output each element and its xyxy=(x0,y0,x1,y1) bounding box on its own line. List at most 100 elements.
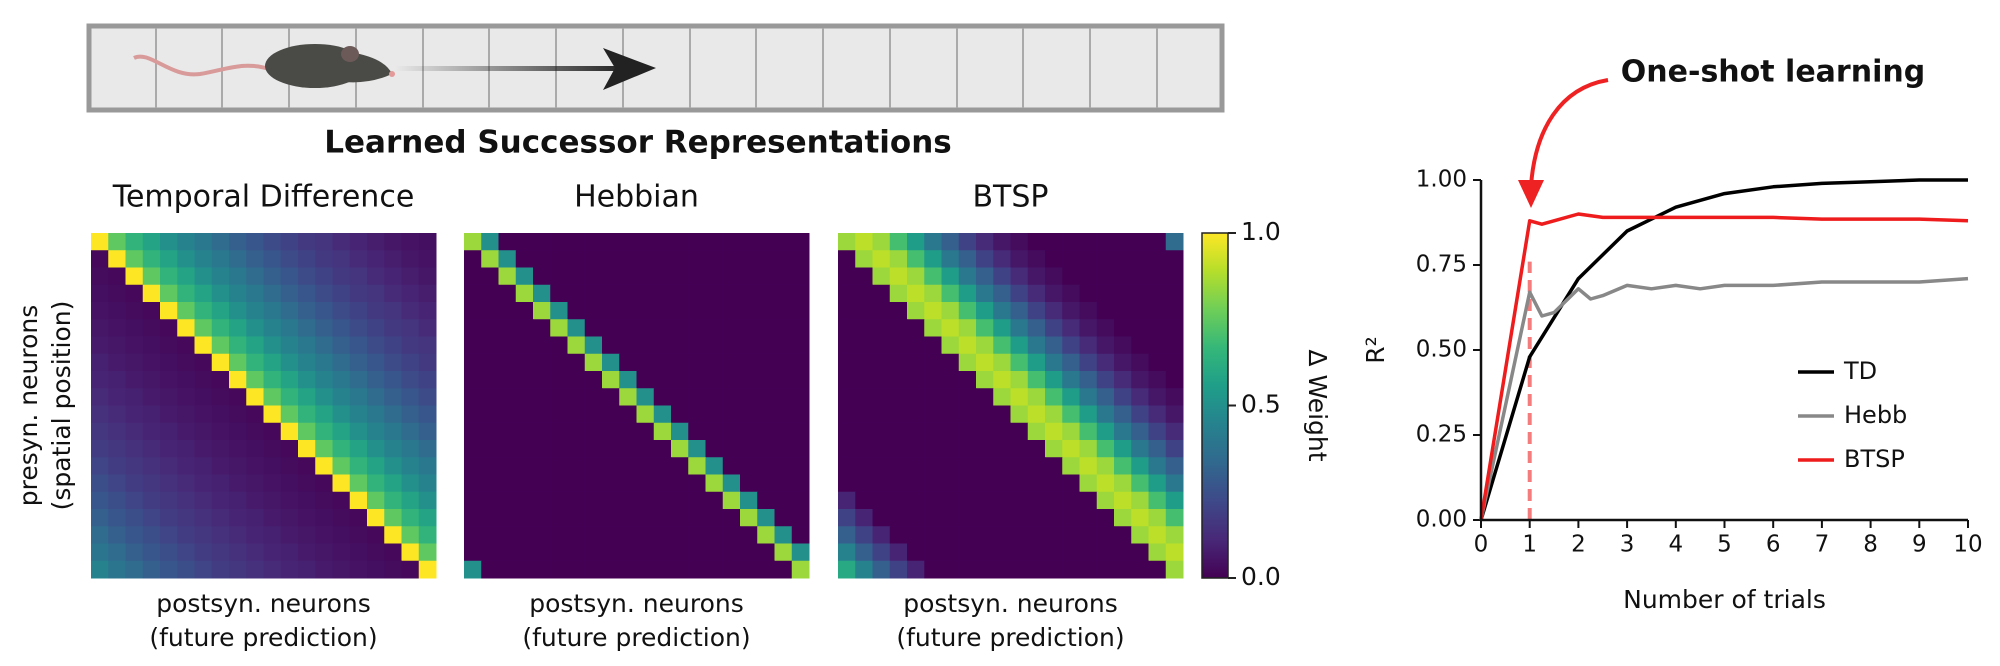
heatmap-cell xyxy=(91,457,109,475)
heatmap-cell xyxy=(722,284,741,303)
heatmap-cell xyxy=(740,457,758,475)
heatmap-cell xyxy=(367,422,385,441)
heatmap-cell xyxy=(688,302,706,320)
heatmap-cell xyxy=(636,491,655,510)
heatmap-cell xyxy=(280,526,299,544)
heatmap-cell xyxy=(263,336,282,355)
heatmap-cell xyxy=(142,233,161,251)
heatmap-cell xyxy=(1027,543,1046,562)
heatmap-cell xyxy=(367,371,385,389)
heatmap-cell xyxy=(384,509,402,527)
heatmap-cell xyxy=(349,474,368,493)
heatmap-cell xyxy=(740,319,758,337)
heatmap-cell xyxy=(722,491,741,510)
heatmap-cell xyxy=(567,250,586,268)
heatmap-cell xyxy=(671,250,689,268)
heatmap-cell xyxy=(550,560,568,579)
heatmap-cell xyxy=(108,371,126,389)
heatmap-cell xyxy=(757,526,775,544)
heatmap-cell xyxy=(481,526,499,544)
heatmap-cell xyxy=(464,491,482,510)
heatmap-cell xyxy=(125,474,144,493)
x-tick-label: 4 xyxy=(1668,532,1683,558)
heatmap-cell xyxy=(464,509,482,527)
heatmap-cell xyxy=(1045,233,1063,251)
heatmap-cell xyxy=(550,250,568,268)
heatmap-cell xyxy=(722,336,741,355)
heatmap-cell xyxy=(889,560,908,579)
heatmap-cell xyxy=(872,474,891,493)
heatmap-cell xyxy=(774,509,793,527)
heatmap-cell xyxy=(653,353,672,372)
heatmap-cell xyxy=(280,371,299,389)
heatmap-cell xyxy=(481,267,499,286)
heatmap-cell xyxy=(838,353,856,372)
heatmap-cell xyxy=(791,422,810,441)
colorbar-label: Δ Weight xyxy=(1303,349,1332,461)
heatmap-cell xyxy=(315,267,333,286)
heatmap-cell xyxy=(993,491,1011,510)
heatmap-cell xyxy=(194,560,213,579)
heatmap-cell xyxy=(976,371,994,389)
heatmap-cell xyxy=(740,491,758,510)
heatmap-cell xyxy=(584,422,603,441)
heatmap-cell xyxy=(1096,405,1115,424)
heatmap-cell xyxy=(1010,474,1029,493)
heatmap-cell xyxy=(1165,336,1184,355)
heatmap-cell xyxy=(160,543,178,562)
heatmap-cell xyxy=(791,509,810,527)
heatmap-cell xyxy=(636,405,655,424)
heatmap-cell xyxy=(515,319,534,337)
heatmap-cell xyxy=(481,388,499,406)
heatmap-cell xyxy=(993,526,1011,544)
heatmap-cell xyxy=(1148,319,1167,337)
heatmap-cell xyxy=(349,560,368,579)
heatmap-cell xyxy=(1062,474,1080,493)
heatmap-cell xyxy=(1027,474,1046,493)
heatmap-cell xyxy=(889,353,908,372)
heatmap-cell xyxy=(941,319,960,337)
heatmap-cell xyxy=(367,250,385,268)
heatmap-cell xyxy=(941,457,960,475)
heatmap-cell xyxy=(567,336,586,355)
heatmap-cell xyxy=(619,491,637,510)
heatmap-cell xyxy=(567,457,586,475)
heatmap-cell xyxy=(602,422,620,441)
heatmap-cell xyxy=(1062,491,1080,510)
heatmap-cell xyxy=(1114,371,1132,389)
heatmap-cell xyxy=(705,509,724,527)
heatmap-cell xyxy=(1165,509,1184,527)
heatmap-cell xyxy=(229,233,247,251)
heatmap-cell xyxy=(1131,440,1149,458)
heatmap-cell xyxy=(958,543,977,562)
heatmap-cell xyxy=(1114,457,1132,475)
heatmap-cell xyxy=(993,543,1011,562)
heatmap-cell xyxy=(91,336,109,355)
heatmap-cell xyxy=(872,388,891,406)
heatmap-cell xyxy=(418,405,437,424)
heatmap-cell xyxy=(194,267,213,286)
heatmap-cell xyxy=(907,491,925,510)
heatmap-cell xyxy=(280,284,299,303)
subplot-title: Temporal Difference xyxy=(112,180,415,215)
heatmap-cell xyxy=(1079,509,1098,527)
heatmap-cell xyxy=(315,440,333,458)
heatmap-cell xyxy=(246,353,264,372)
heatmap-cell xyxy=(791,526,810,544)
heatmap-cell xyxy=(401,284,420,303)
heatmap-cell xyxy=(855,336,873,355)
heatmap-cell xyxy=(315,457,333,475)
heatmap-cell xyxy=(194,440,213,458)
heatmap-cell xyxy=(550,509,568,527)
heatmap-cell xyxy=(653,388,672,406)
heatmap-cell xyxy=(1010,284,1029,303)
heatmap-cell xyxy=(229,543,247,562)
heatmap-cell xyxy=(722,371,741,389)
heatmap-cell xyxy=(924,371,942,389)
heatmap-cell xyxy=(177,388,195,406)
heatmap-cell xyxy=(941,388,960,406)
heatmap-cell xyxy=(889,250,908,268)
heatmap-cell xyxy=(924,560,942,579)
x-tick-label: 7 xyxy=(1815,532,1830,558)
